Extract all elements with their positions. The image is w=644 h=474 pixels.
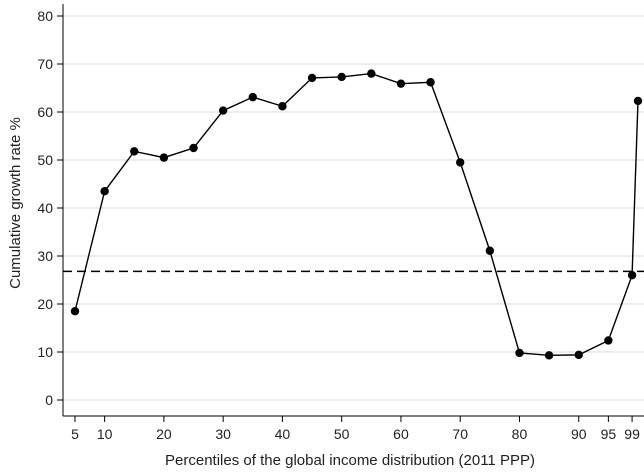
x-tick-label-50: 50 xyxy=(334,426,350,442)
data-point-100 xyxy=(633,96,643,106)
grid-lines xyxy=(63,15,644,401)
data-point-70 xyxy=(456,158,465,167)
data-point-60 xyxy=(396,79,406,88)
data-point-65 xyxy=(426,78,435,87)
x-axis-title: Percentiles of the global income distrib… xyxy=(165,452,535,469)
x-tick-label-95: 95 xyxy=(601,426,617,442)
x-tick-label-60: 60 xyxy=(393,426,409,442)
data-point-75 xyxy=(485,246,495,255)
data-point-99 xyxy=(627,271,637,280)
y-tick-label-10: 10 xyxy=(37,344,53,360)
x-tick-label-20: 20 xyxy=(156,426,172,442)
y-axis-title: Cumulative growth rate % xyxy=(7,117,24,289)
data-point-20 xyxy=(159,153,169,162)
x-tick-label-80: 80 xyxy=(512,426,528,442)
y-tick-label-20: 20 xyxy=(37,296,53,312)
y-tick-label-50: 50 xyxy=(37,152,53,168)
x-tick-label-30: 30 xyxy=(215,426,231,442)
x-tick-label-5: 5 xyxy=(71,426,79,442)
data-point-80 xyxy=(515,348,524,358)
data-point-85 xyxy=(544,351,554,360)
y-tick-label-60: 60 xyxy=(37,104,53,120)
series-line-0 xyxy=(74,72,639,357)
data-point-90 xyxy=(574,350,583,360)
y-tick-label-40: 40 xyxy=(37,200,53,216)
data-point-5 xyxy=(70,307,80,316)
y-tick-label-80: 80 xyxy=(37,8,53,24)
data-point-10 xyxy=(100,187,109,196)
data-point-95 xyxy=(604,336,613,345)
x-tick-label-40: 40 xyxy=(275,426,291,442)
series-group xyxy=(70,69,643,360)
data-point-30 xyxy=(218,106,228,115)
data-point-45 xyxy=(307,73,317,83)
data-point-15 xyxy=(130,147,139,156)
data-point-25 xyxy=(189,143,198,153)
axes xyxy=(57,4,644,422)
x-tick-label-90: 90 xyxy=(571,426,587,442)
x-tick-label-99: 99 xyxy=(624,426,640,442)
data-point-35 xyxy=(248,92,257,102)
tick-labels: 0 10 20 30 40 50 60 70 80 5 10 20 30 40 50 60 70 80 90 95 99 xyxy=(37,8,640,442)
x-tick-label-70: 70 xyxy=(452,426,468,442)
data-point-55 xyxy=(367,69,376,78)
y-tick-label-0: 0 xyxy=(45,392,53,408)
y-tick-label-70: 70 xyxy=(37,56,53,72)
x-tick-label-10: 10 xyxy=(97,426,113,442)
y-tick-label-30: 30 xyxy=(37,248,53,264)
data-point-50 xyxy=(337,72,346,82)
data-point-40 xyxy=(278,102,287,111)
